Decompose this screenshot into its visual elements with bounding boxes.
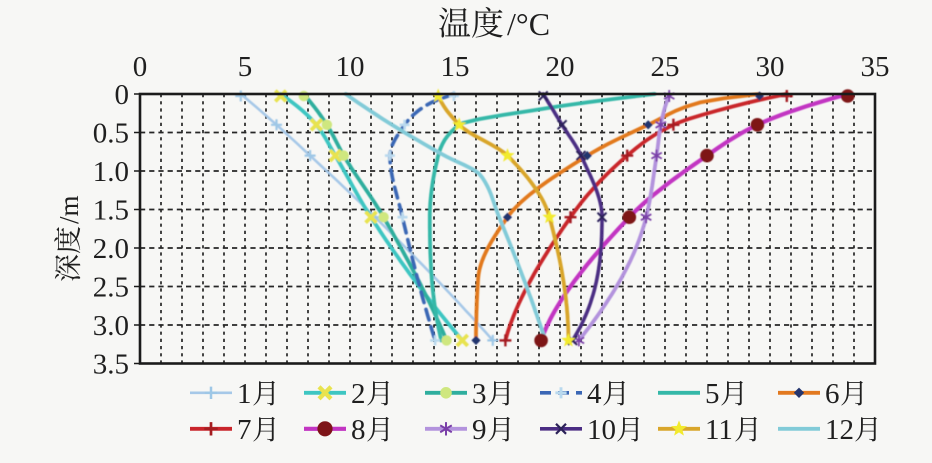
svg-text:5: 5 bbox=[705, 378, 720, 410]
svg-text:4: 4 bbox=[587, 378, 602, 410]
svg-text:0: 0 bbox=[133, 51, 148, 83]
svg-text:11: 11 bbox=[705, 414, 733, 446]
svg-text:35: 35 bbox=[861, 51, 890, 83]
svg-text:/m: /m bbox=[54, 195, 84, 224]
svg-text:5: 5 bbox=[238, 51, 253, 83]
svg-text:20: 20 bbox=[546, 51, 575, 83]
svg-text:2.5: 2.5 bbox=[93, 272, 129, 304]
svg-text:1.0: 1.0 bbox=[93, 156, 129, 188]
svg-text:25: 25 bbox=[651, 51, 680, 83]
svg-text:3.5: 3.5 bbox=[93, 349, 129, 381]
svg-text:9: 9 bbox=[472, 414, 487, 446]
svg-text:10: 10 bbox=[336, 51, 365, 83]
svg-text:7: 7 bbox=[237, 414, 252, 446]
svg-text:3: 3 bbox=[472, 378, 487, 410]
svg-text:0.5: 0.5 bbox=[93, 118, 129, 150]
svg-text:0: 0 bbox=[115, 79, 130, 111]
svg-text:/°C: /°C bbox=[507, 6, 550, 42]
svg-text:8: 8 bbox=[351, 414, 366, 446]
svg-text:10: 10 bbox=[587, 414, 616, 446]
svg-text:30: 30 bbox=[756, 51, 785, 83]
svg-text:1.5: 1.5 bbox=[93, 195, 129, 227]
svg-text:3.0: 3.0 bbox=[93, 310, 129, 342]
svg-text:12: 12 bbox=[825, 414, 854, 446]
svg-text:2.0: 2.0 bbox=[93, 233, 129, 265]
svg-text:15: 15 bbox=[441, 51, 470, 83]
svg-text:1: 1 bbox=[237, 378, 252, 410]
svg-text:2: 2 bbox=[351, 378, 366, 410]
svg-text:6: 6 bbox=[825, 378, 840, 410]
